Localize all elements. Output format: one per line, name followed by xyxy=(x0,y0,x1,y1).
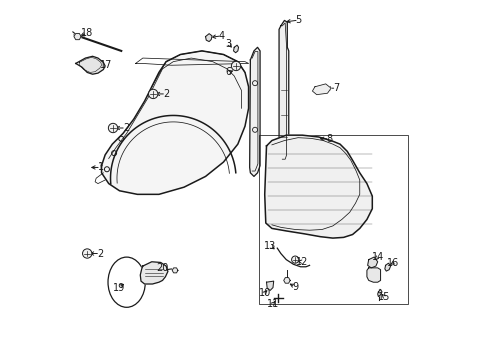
Polygon shape xyxy=(378,289,382,297)
Polygon shape xyxy=(250,47,260,176)
Text: 2: 2 xyxy=(123,123,129,133)
Text: 17: 17 xyxy=(99,60,112,70)
Polygon shape xyxy=(265,135,372,238)
Polygon shape xyxy=(368,257,378,268)
Polygon shape xyxy=(234,45,239,53)
Polygon shape xyxy=(313,84,331,95)
Text: 12: 12 xyxy=(296,257,309,267)
Bar xyxy=(259,135,408,304)
Polygon shape xyxy=(101,51,248,194)
Polygon shape xyxy=(205,34,212,41)
Polygon shape xyxy=(76,56,105,74)
Text: 18: 18 xyxy=(81,28,93,38)
Polygon shape xyxy=(74,33,81,40)
Text: 13: 13 xyxy=(264,241,276,251)
Polygon shape xyxy=(367,268,381,282)
Polygon shape xyxy=(385,263,391,271)
Text: 2: 2 xyxy=(97,248,103,258)
Text: 4: 4 xyxy=(219,31,225,41)
Text: 20: 20 xyxy=(156,263,169,273)
Text: 3: 3 xyxy=(226,39,232,49)
Circle shape xyxy=(292,256,299,263)
Text: 9: 9 xyxy=(292,282,298,292)
Text: 15: 15 xyxy=(378,292,391,302)
Text: 19: 19 xyxy=(113,283,125,293)
Text: 16: 16 xyxy=(387,258,399,268)
Text: 6: 6 xyxy=(226,67,232,77)
Text: 5: 5 xyxy=(295,15,302,25)
Text: 8: 8 xyxy=(326,134,332,144)
Circle shape xyxy=(108,123,118,133)
Circle shape xyxy=(148,89,158,99)
Text: 14: 14 xyxy=(371,252,384,262)
Circle shape xyxy=(82,249,92,258)
Polygon shape xyxy=(140,262,168,284)
Text: 10: 10 xyxy=(259,288,271,298)
Text: 1: 1 xyxy=(98,162,104,172)
Text: 7: 7 xyxy=(333,83,340,93)
Polygon shape xyxy=(284,278,290,283)
Polygon shape xyxy=(267,281,274,291)
Polygon shape xyxy=(279,21,289,164)
Text: 11: 11 xyxy=(267,299,279,309)
Polygon shape xyxy=(172,268,178,273)
Text: 2: 2 xyxy=(163,89,169,99)
Circle shape xyxy=(231,61,241,71)
